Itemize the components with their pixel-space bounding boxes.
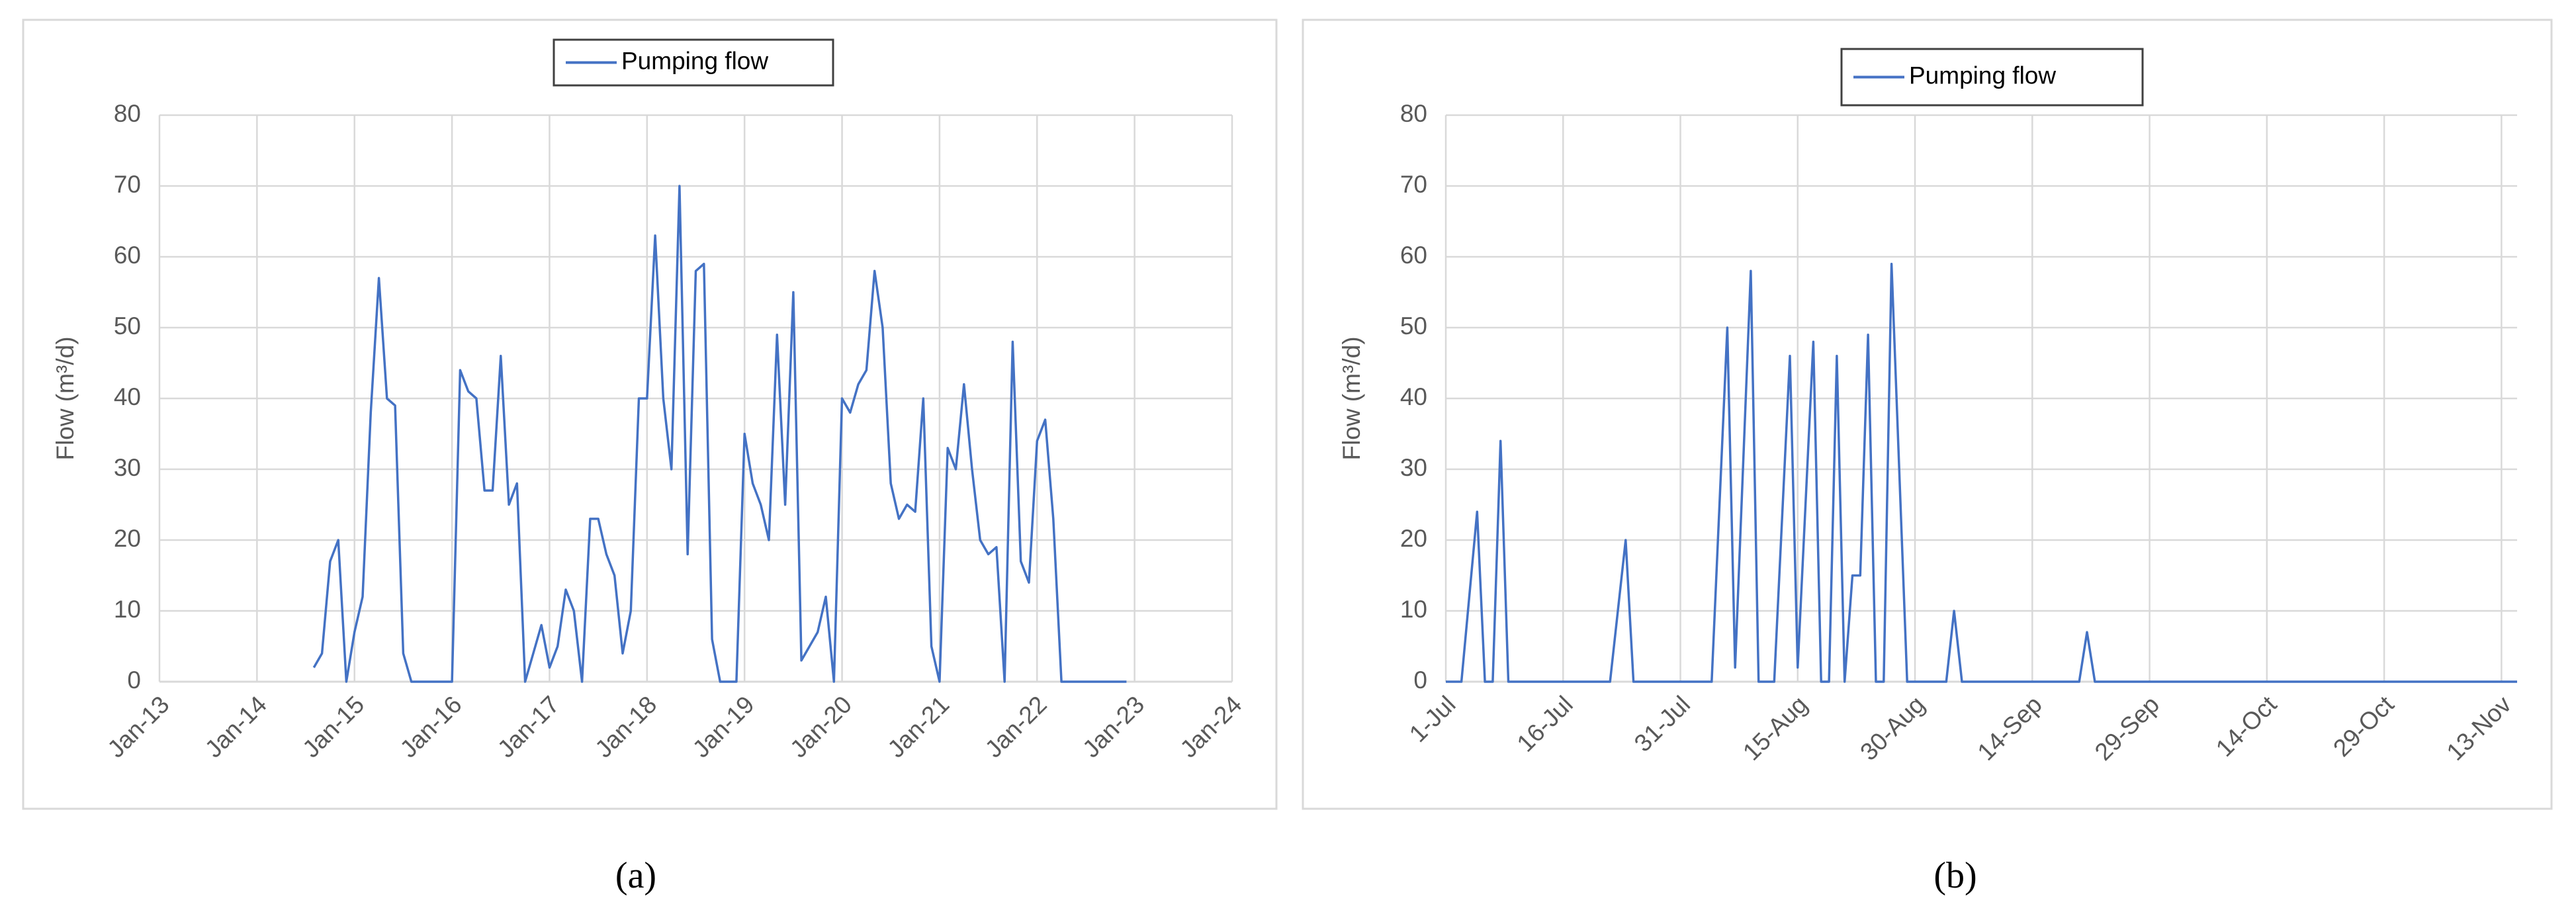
y-tick-label: 30 — [1400, 454, 1427, 481]
y-tick-label: 50 — [1400, 312, 1427, 340]
y-axis-label: Flow (m³/d) — [52, 336, 79, 460]
data-line — [1446, 262, 2517, 683]
y-tick-label: 80 — [114, 100, 141, 127]
chart-frame — [22, 19, 1278, 810]
y-tick-label: 10 — [1400, 596, 1427, 623]
y-tick-label: 10 — [114, 596, 141, 623]
legend-text: Pumping flow — [1909, 62, 2056, 89]
y-tick-label: 30 — [114, 454, 141, 481]
y-tick-label: 20 — [1400, 525, 1427, 552]
y-tick-label: 70 — [1400, 171, 1427, 198]
y-axis-label: Flow (m³/d) — [1338, 336, 1365, 460]
y-tick-label: 50 — [114, 312, 141, 340]
data-line — [312, 185, 1127, 683]
y-tick-label: 80 — [1400, 100, 1427, 127]
y-tick-label: 60 — [1400, 242, 1427, 269]
legend-text: Pumping flow — [621, 47, 768, 74]
y-tick-label: 0 — [127, 666, 141, 694]
y-tick-label: 60 — [114, 242, 141, 269]
y-tick-label: 0 — [1413, 666, 1427, 694]
panel-label: (b) — [1933, 855, 1976, 896]
y-tick-label: 40 — [114, 383, 141, 410]
y-tick-label: 40 — [1400, 383, 1427, 410]
y-tick-label: 20 — [114, 525, 141, 552]
panel-label: (a) — [615, 855, 656, 896]
y-tick-label: 70 — [114, 171, 141, 198]
chart-frame — [1302, 19, 2553, 810]
